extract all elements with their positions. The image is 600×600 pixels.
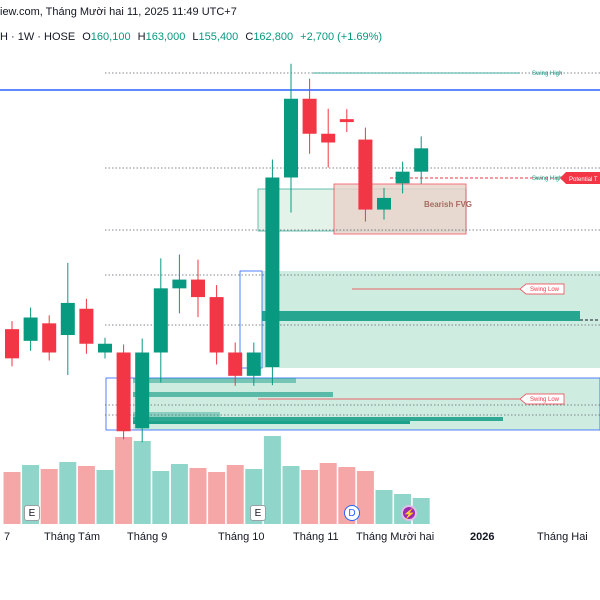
volume-bar (263, 436, 281, 524)
x-axis-label: Tháng 10 (218, 531, 265, 543)
volume-bar (356, 471, 374, 524)
volume-bar (133, 441, 151, 524)
x-axis-label: Tháng Hai (537, 531, 588, 543)
vp-bar-4 (133, 412, 220, 417)
high-label: H (137, 31, 146, 43)
candle-down (228, 352, 243, 376)
candle-up (246, 352, 261, 376)
candle-up (135, 352, 150, 429)
vp-bar-6 (133, 421, 410, 424)
x-axis-label: 2026 (470, 531, 495, 543)
candle-down (302, 98, 317, 134)
dividend-event-icon[interactable]: D (344, 505, 360, 521)
potential-target-tag: Potential T (560, 172, 600, 184)
candle-up (284, 98, 298, 178)
x-axis-label: Tháng 9 (127, 531, 168, 543)
candle-down (209, 297, 224, 353)
x-axis-label: 7 (4, 531, 11, 543)
candle-up (153, 288, 168, 353)
close-value: 162,800 (253, 31, 294, 43)
volume-bar (226, 465, 244, 524)
svg-text:Swing Low: Swing Low (530, 287, 560, 293)
volume-bar (3, 472, 21, 524)
vp-bar-5 (133, 417, 503, 421)
candle-up (377, 197, 391, 210)
ohlc-legend: H · 1W · HOSE O160,100 H163,000 L155,400… (0, 31, 382, 43)
symbol-info[interactable]: H · 1W · HOSE (0, 31, 76, 43)
candle-up (265, 177, 280, 368)
volume-bar (189, 468, 207, 524)
earnings-event-icon[interactable]: E (250, 505, 266, 521)
candle-up (172, 279, 187, 289)
candle-up (98, 343, 112, 353)
volume-bar (412, 498, 430, 524)
candle-down (358, 139, 373, 210)
close-label: C (245, 31, 254, 43)
vp-bar-2 (133, 378, 296, 383)
bearish-fvg-label: Bearish FVG (424, 200, 472, 209)
candle-down (116, 352, 131, 432)
svg-text:Potential T: Potential T (569, 177, 598, 183)
open-label: O (82, 31, 91, 43)
candle-down (5, 329, 19, 359)
volume-bar (77, 466, 95, 524)
volume-bar (208, 472, 226, 524)
svg-text:Swing Low: Swing Low (530, 397, 560, 403)
volume-bar (301, 470, 319, 524)
change-value: +2,700 (+1.69%) (300, 31, 383, 43)
open-value: 160,100 (90, 31, 131, 43)
x-axis-label: Tháng 11 (293, 531, 339, 543)
candle-up (23, 317, 38, 341)
low-value: 155,400 (198, 31, 239, 43)
blue-box-lower (105, 377, 600, 431)
volume-bar (115, 437, 133, 524)
candle-up (414, 148, 429, 172)
candle-down (339, 119, 354, 123)
volume-histogram (3, 436, 430, 524)
volume-bar (375, 490, 393, 524)
candle-up (395, 171, 410, 184)
swing-low-tag-lower: Swing Low (519, 393, 565, 405)
candle-up (60, 302, 75, 335)
volume-bar (40, 469, 58, 524)
vp-bar-1 (262, 311, 580, 321)
chart-source-title: iew.com, Tháng Mười hai 11, 2025 11:49 U… (0, 6, 237, 18)
volume-bar (282, 466, 300, 524)
low-label: L (192, 31, 199, 43)
candle-down (191, 279, 205, 298)
swing-high-label-top: Swing High (532, 71, 562, 77)
earnings-event-icon[interactable]: E (24, 505, 40, 521)
vp-bar-3 (133, 392, 333, 397)
candles (5, 63, 429, 443)
volume-bar (59, 462, 77, 524)
candle-down (321, 133, 336, 143)
split-event-icon[interactable]: ⚡ (401, 505, 417, 521)
candle-down (42, 323, 57, 353)
volume-bar (319, 463, 337, 524)
x-axis-label: Tháng Tám (44, 531, 101, 543)
volume-bar (152, 471, 170, 524)
bearish-fvg-zone (333, 183, 467, 235)
swing-high-label-right: Swing High (532, 176, 562, 182)
swing-low-tag-upper: Swing Low (519, 283, 565, 295)
volume-bar (170, 464, 188, 524)
volume-bar (96, 470, 114, 524)
high-value: 163,000 (145, 31, 186, 43)
x-axis-label: Tháng Mười hai (356, 531, 435, 543)
candle-down (79, 308, 94, 344)
